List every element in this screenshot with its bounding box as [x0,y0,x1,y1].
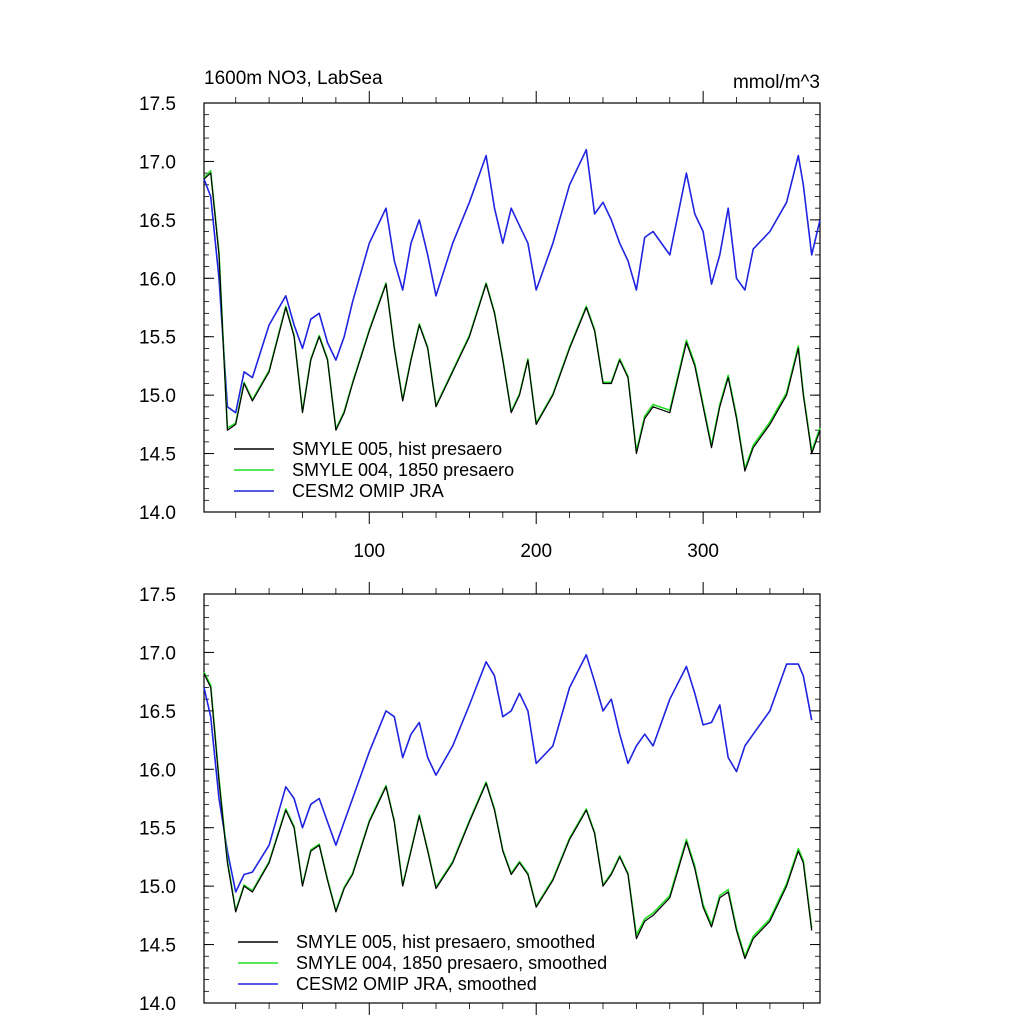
y-tick-label: 17.0 [139,152,176,173]
legend-entry: SMYLE 005, hist presaero [292,439,502,459]
y-tick-label: 15.0 [139,877,176,898]
y-tick-label: 16.0 [139,269,176,290]
series-line-1 [203,671,813,958]
y-tick-label: 17.0 [139,643,176,664]
series-line-0 [203,172,821,472]
y-tick-label: 14.0 [139,994,176,1015]
legend-entry: SMYLE 005, hist presaero, smoothed [296,932,595,952]
legend-entry: SMYLE 004, 1850 presaero, smoothed [296,953,607,973]
x-tick-label: 300 [687,541,719,562]
y-tick-label: 15.5 [139,819,176,840]
top-panel: 14.0 14.5 15.0 15.5 16.0 16.5 17.0 17.5 100 200 30… [139,91,821,562]
x-tick-label: 200 [520,541,552,562]
y-tick-label: 14.0 [139,503,176,524]
y-tick-label: 16.0 [139,760,176,781]
y-tick-label: 14.5 [139,936,176,957]
y-tick-label: 17.5 [139,585,176,606]
y-tick-label: 14.5 [139,445,176,466]
chart-title: 1600m NO3, LabSea [204,68,383,89]
series-line-0 [203,673,813,960]
y-tick-label: 15.5 [139,328,176,349]
series-line-2 [203,148,821,414]
legend-entry: CESM2 OMIP JRA [292,481,444,501]
y-tick-label: 17.5 [139,94,176,115]
legend-entry: CESM2 OMIP JRA, smoothed [296,974,537,994]
legend-entry: SMYLE 004, 1850 presaero [292,460,514,480]
x-tick-label: 100 [353,541,385,562]
bottom-panel: 14.0 14.5 15.0 15.5 16.0 16.5 17.0 17.5 SMYLE 00… [139,582,821,1015]
plot-frame [203,593,821,1004]
series-line-2 [203,653,813,893]
y-tick-label: 16.5 [139,702,176,723]
chart-units: mmol/m^3 [733,72,820,93]
y-tick-label: 16.5 [139,211,176,232]
y-tick-label: 15.0 [139,386,176,407]
plot-frame [203,102,821,513]
